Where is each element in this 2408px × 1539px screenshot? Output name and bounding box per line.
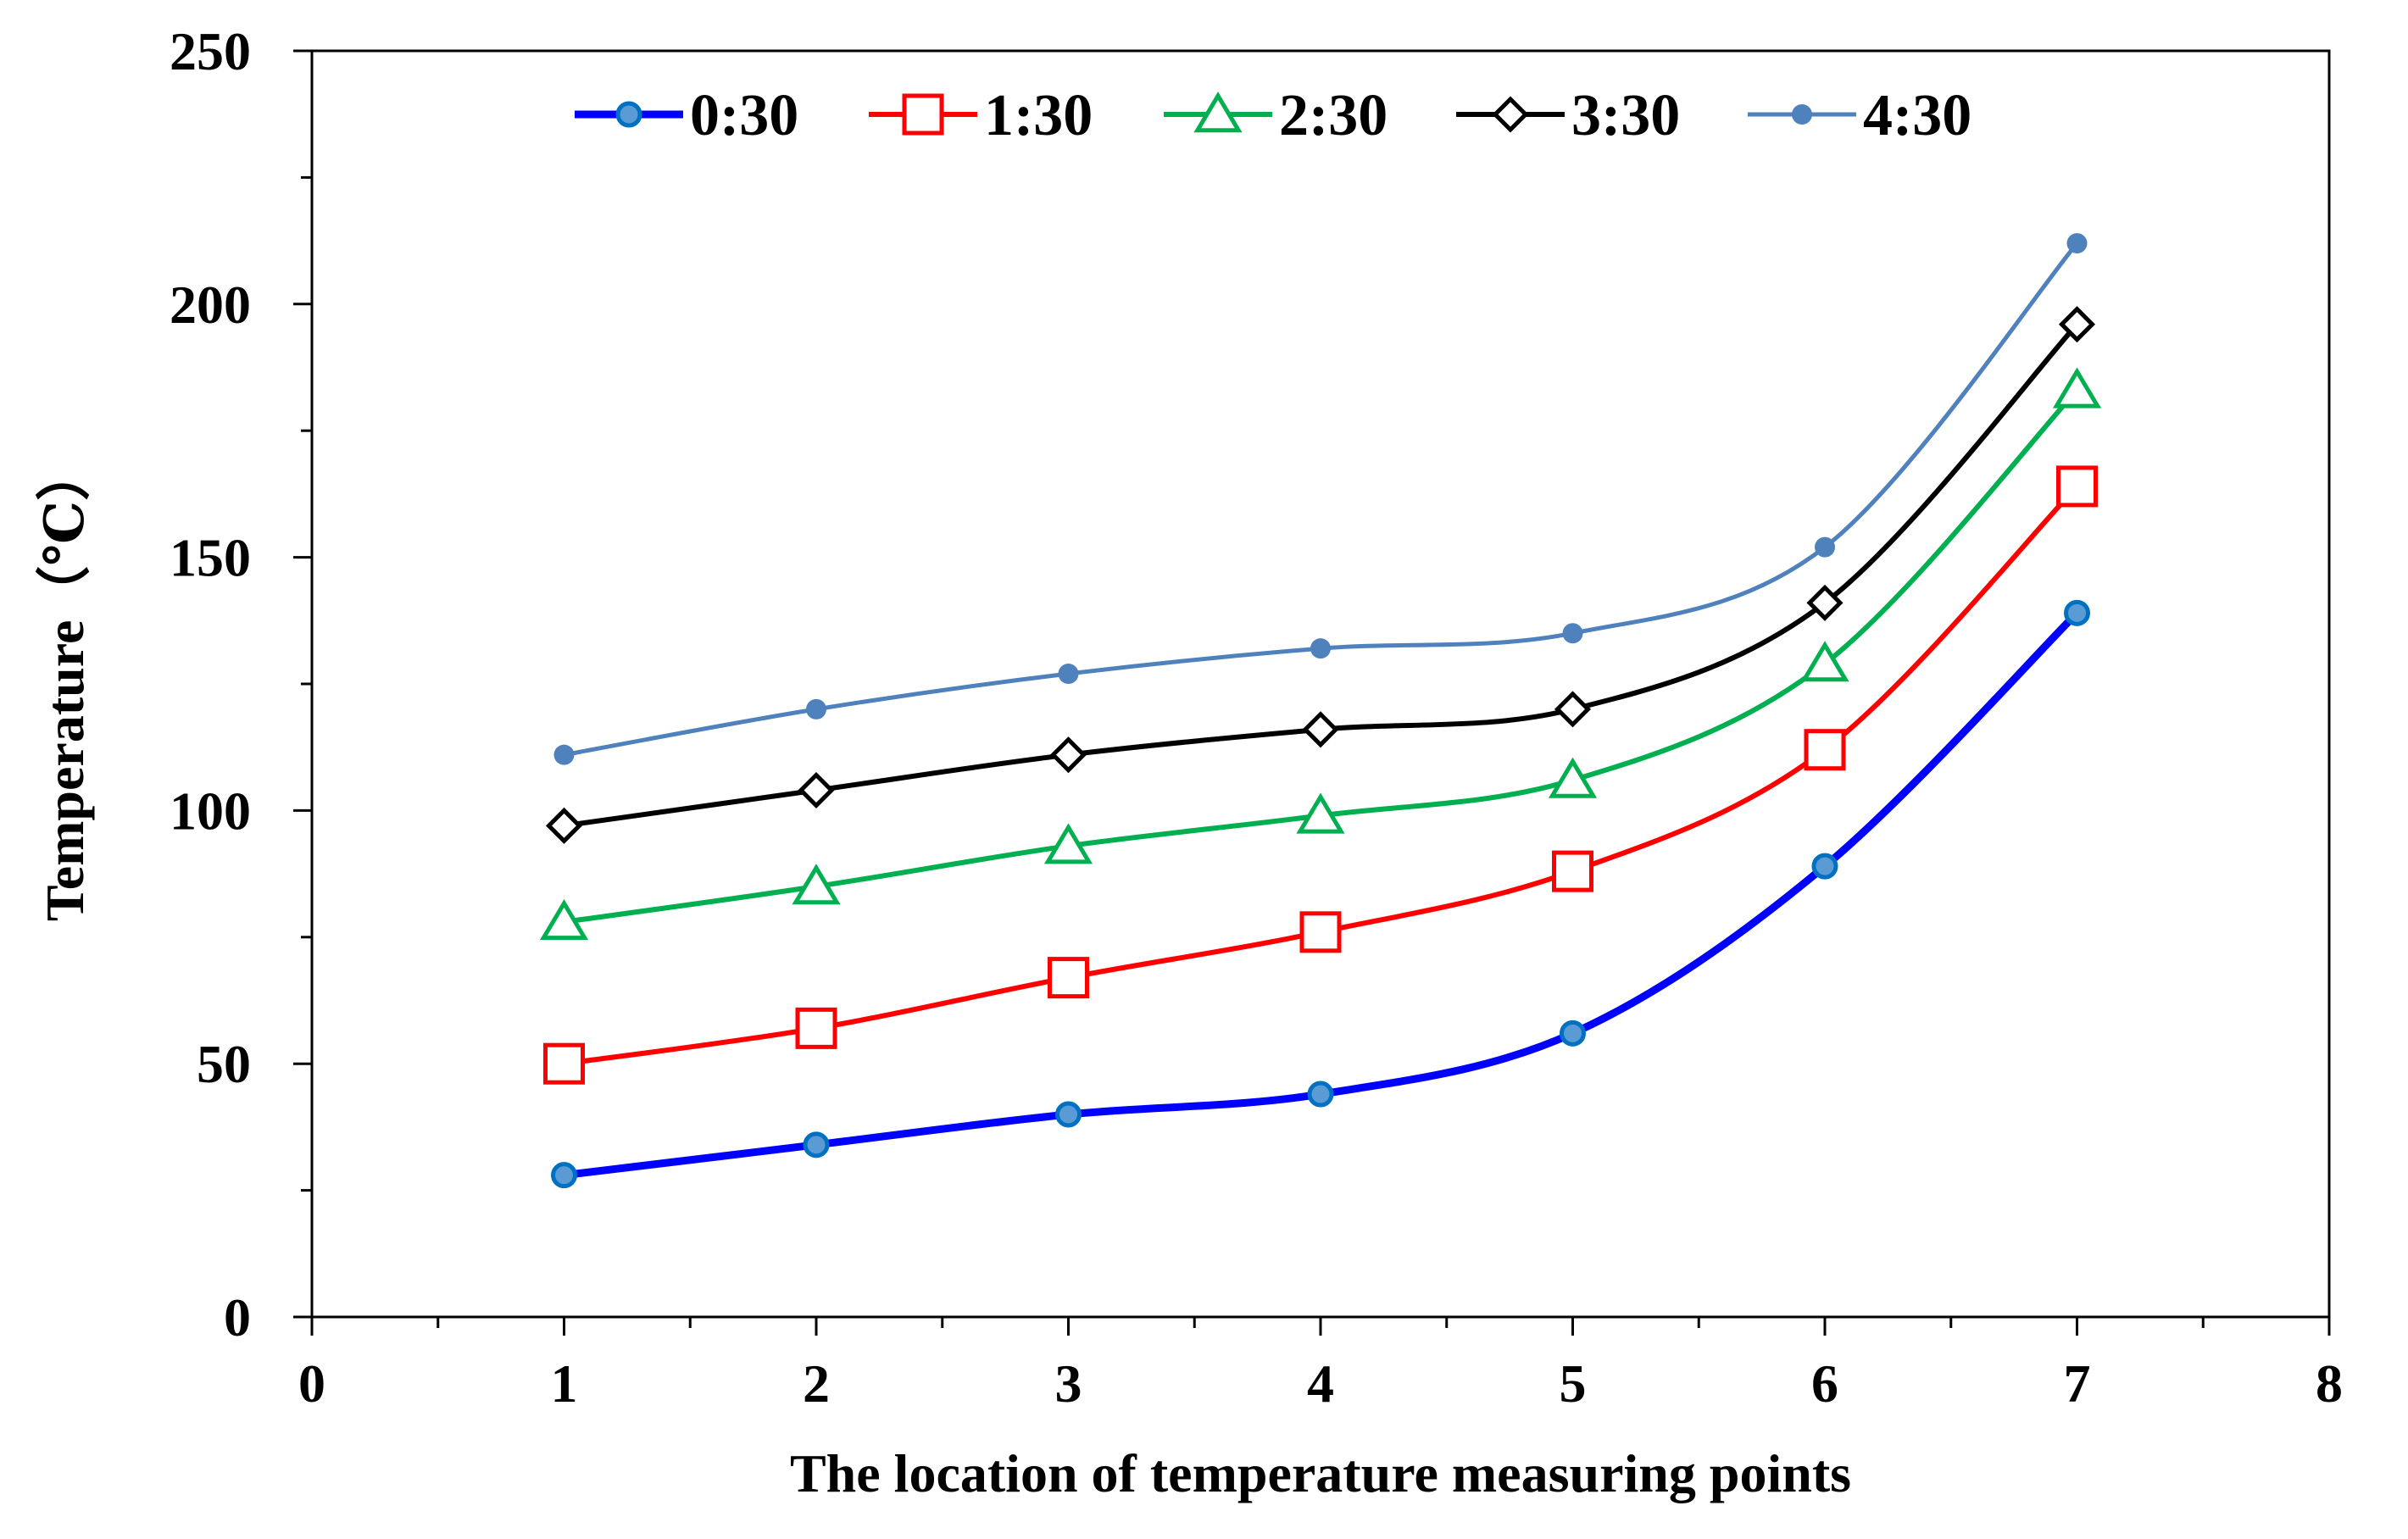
legend-item-4-30: 4:30 <box>1748 83 1971 148</box>
x-axis-label: The location of temperature measuring po… <box>790 1443 1851 1503</box>
data-point <box>551 1162 577 1189</box>
series-0-30 <box>551 599 2090 1189</box>
data-point <box>543 1042 585 1085</box>
data-point <box>1548 757 1598 798</box>
data-point <box>1048 957 1089 999</box>
x-tick-label: 1 <box>551 1353 578 1414</box>
legend-label: 0:30 <box>690 83 798 148</box>
data-point <box>792 864 841 905</box>
y-tick-label: 200 <box>170 275 251 335</box>
data-point <box>1307 1081 1334 1108</box>
legend-item-0-30: 0:30 <box>575 83 798 148</box>
data-point <box>1554 691 1592 728</box>
x-tick-label: 8 <box>2316 1353 2343 1414</box>
y-tick-label: 100 <box>170 781 251 841</box>
data-point <box>1552 850 1593 892</box>
series-1-30 <box>543 465 2098 1085</box>
data-point <box>2066 233 2088 254</box>
data-point <box>539 898 589 941</box>
series-4-30 <box>553 233 2088 765</box>
y-axis-label: Temperature（℃） <box>35 447 95 921</box>
legend-label: 3:30 <box>1571 83 1680 148</box>
data-point <box>1562 623 1583 644</box>
legend-marker <box>1792 104 1812 125</box>
legend: 0:30 1:30 2:30 3:30 4:30 <box>575 83 1971 148</box>
data-point <box>1296 792 1345 834</box>
series-3-30 <box>545 306 2096 844</box>
data-point <box>2058 306 2096 343</box>
data-point <box>1043 823 1093 864</box>
legend-label: 2:30 <box>1279 83 1388 148</box>
data-point <box>1806 584 1844 621</box>
data-point <box>803 1131 830 1158</box>
data-point <box>1815 536 1835 558</box>
axis-ticks: 0 1 2 3 4 5 6 7 8 0 50 100 150 200 250 <box>170 21 2343 1414</box>
data-point <box>2064 599 2090 626</box>
x-tick-label: 7 <box>2064 1353 2091 1414</box>
data-point <box>1302 711 1339 748</box>
data-point <box>1058 664 1079 685</box>
data-point <box>1049 736 1087 774</box>
data-point <box>1299 911 1342 953</box>
x-tick-label: 4 <box>1307 1353 1334 1414</box>
data-point <box>1811 853 1838 880</box>
legend-marker <box>615 101 642 128</box>
plot-area <box>310 49 2331 1319</box>
data-point <box>545 807 583 844</box>
data-point <box>2056 465 2098 508</box>
legend-label: 4:30 <box>1863 83 1971 148</box>
data-point <box>1560 1020 1586 1047</box>
legend-marker <box>902 93 944 136</box>
y-tick-label: 250 <box>170 21 251 81</box>
y-tick-label: 0 <box>224 1287 251 1347</box>
data-point <box>1310 638 1331 659</box>
legend-item-3-30: 3:30 <box>1456 83 1680 148</box>
y-tick-label: 150 <box>170 528 251 588</box>
x-tick-label: 5 <box>1560 1353 1587 1414</box>
legend-item-1-30: 1:30 <box>869 83 1093 148</box>
legend-marker <box>1193 92 1243 133</box>
x-tick-label: 0 <box>298 1353 325 1414</box>
data-point <box>798 771 835 809</box>
data-point <box>1800 641 1849 682</box>
data-point <box>795 1007 837 1049</box>
x-tick-label: 2 <box>803 1353 830 1414</box>
legend-label: 1:30 <box>984 83 1093 148</box>
data-point <box>1804 729 1846 771</box>
series-2-30 <box>539 367 2102 941</box>
x-tick-label: 6 <box>1811 1353 1838 1414</box>
data-point <box>553 744 575 765</box>
legend-item-2-30: 2:30 <box>1164 83 1388 148</box>
data-point <box>806 698 826 719</box>
x-tick-label: 3 <box>1055 1353 1082 1414</box>
data-point <box>1055 1101 1082 1128</box>
legend-marker <box>1492 96 1529 133</box>
data-point <box>2052 367 2102 408</box>
series-lines <box>539 233 2102 1189</box>
y-tick-label: 50 <box>197 1034 251 1094</box>
